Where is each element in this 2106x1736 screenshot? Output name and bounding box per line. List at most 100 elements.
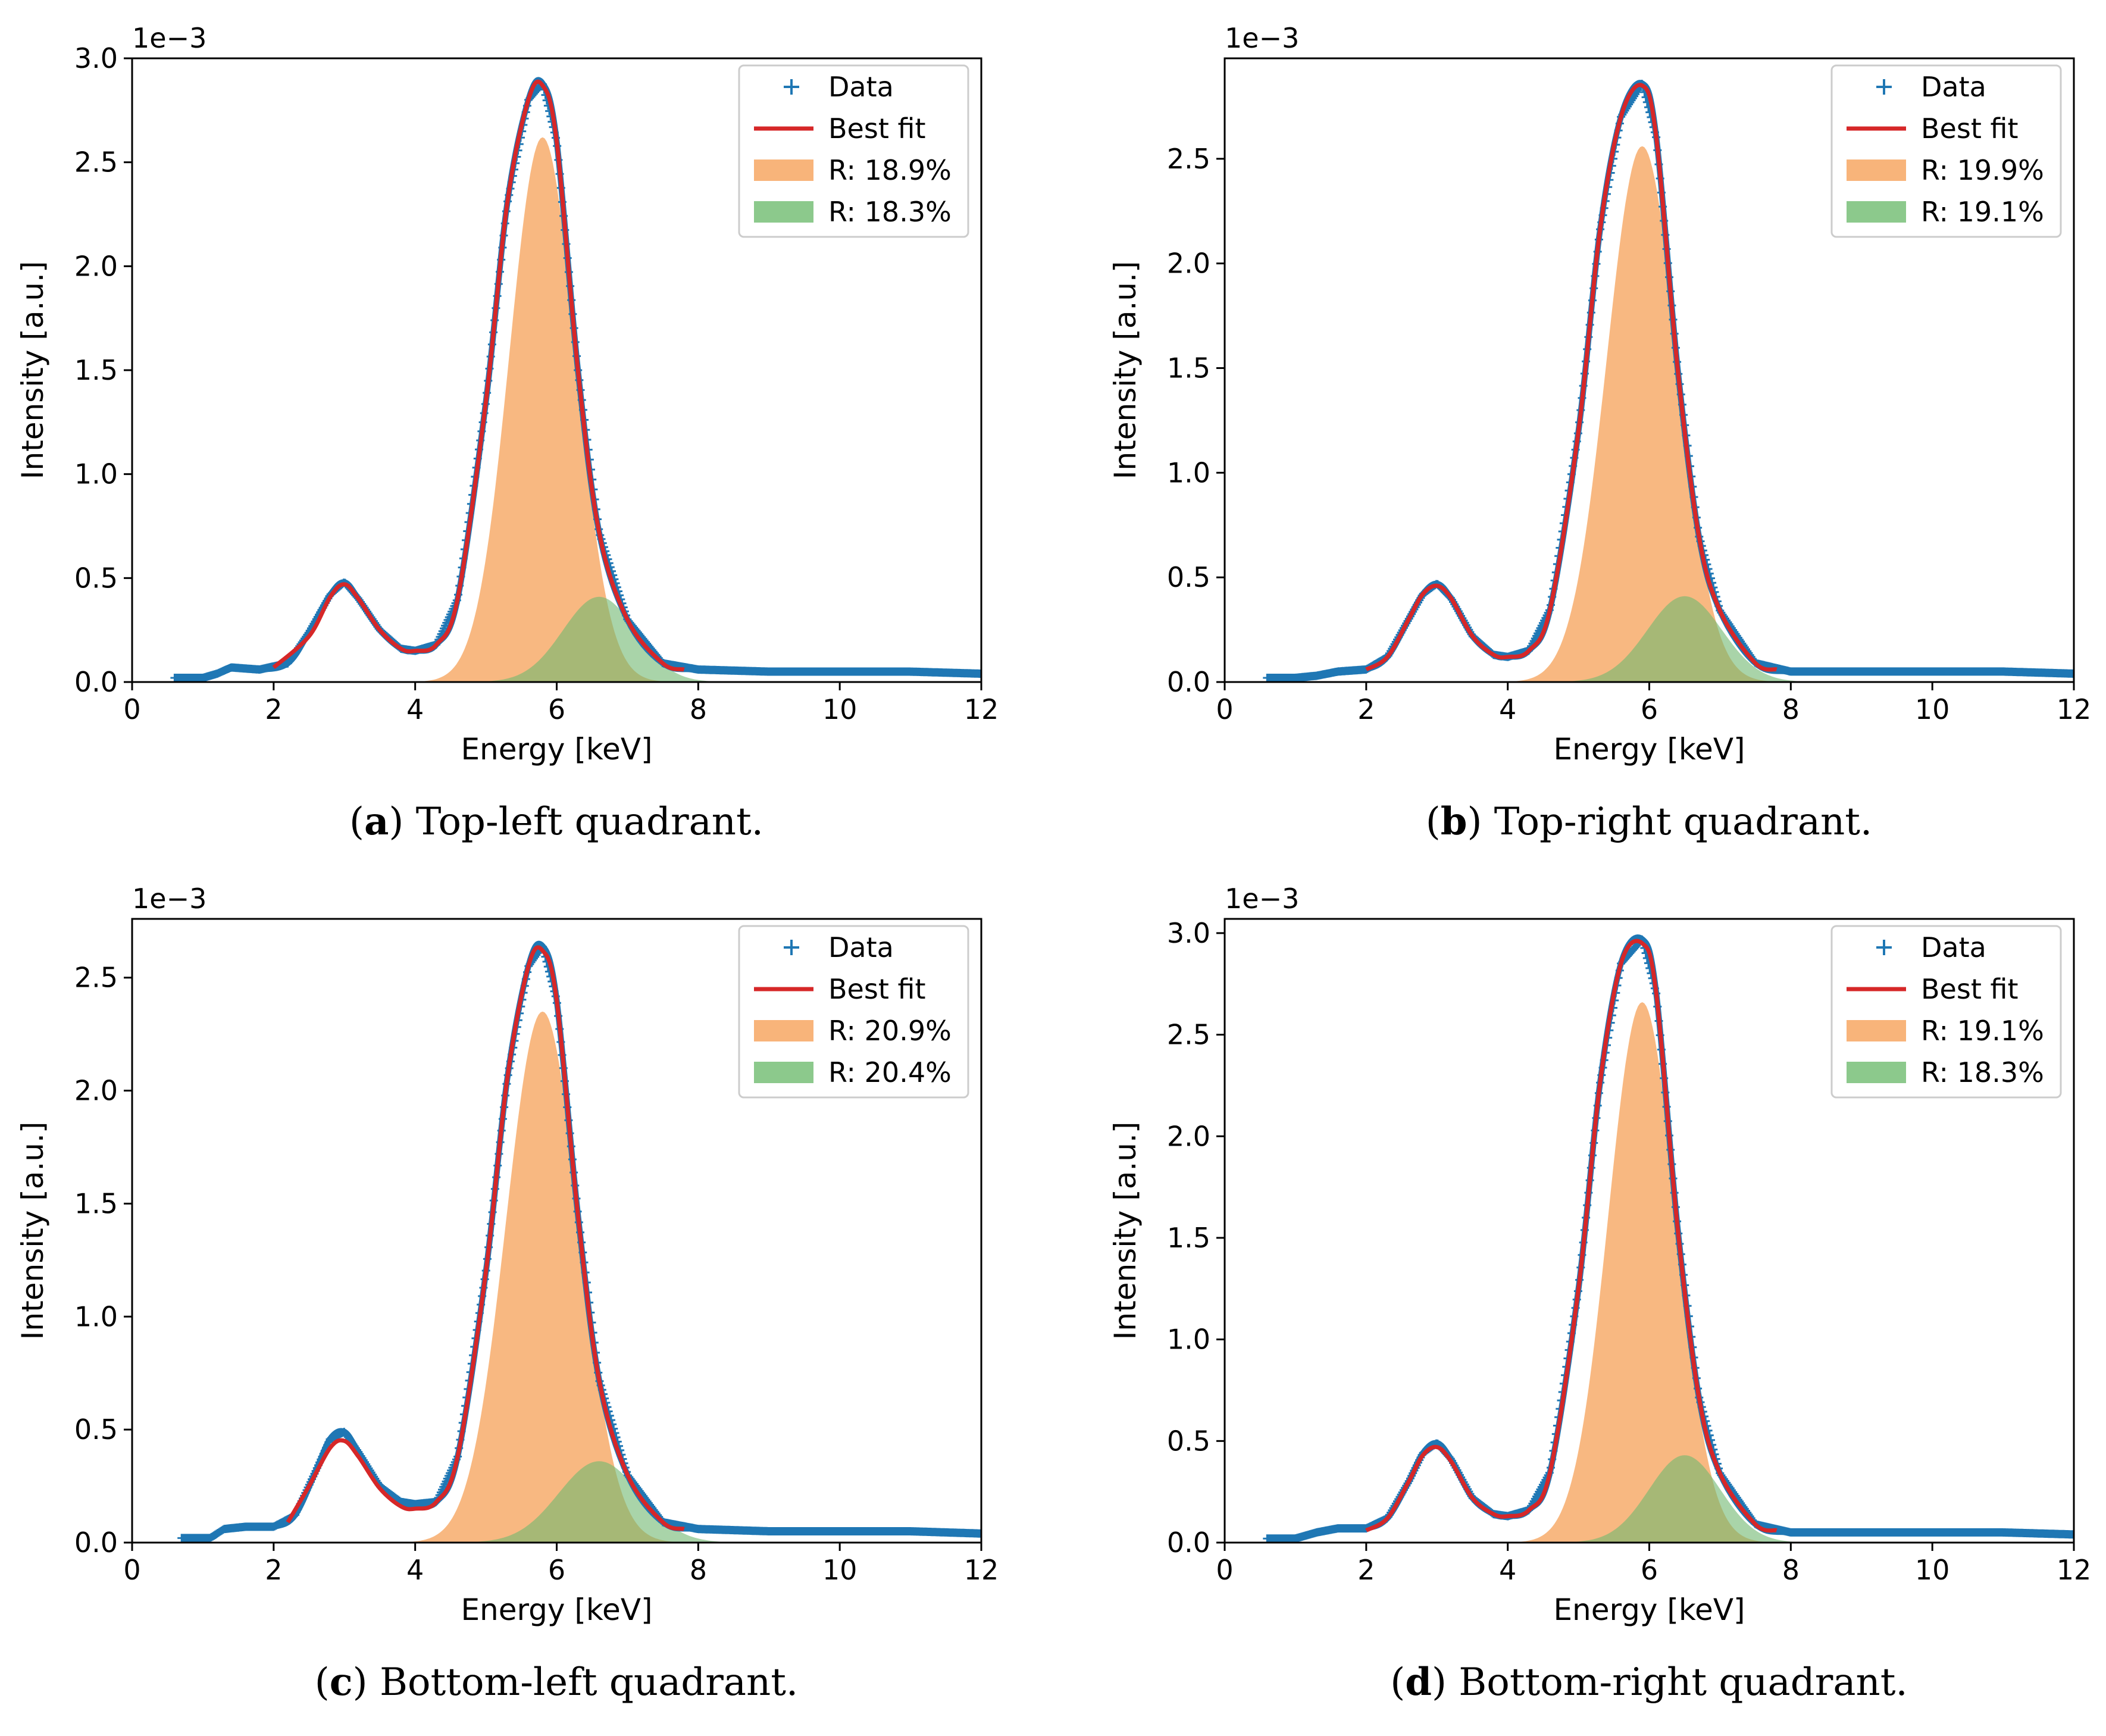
figure-caption: (c) Bottom-left quadrant. [315, 1660, 799, 1704]
legend-data-marker [784, 79, 799, 95]
legend-label-data: Data [1921, 931, 1986, 964]
caption-text: ) Bottom-right quadrant. [1432, 1660, 1908, 1704]
legend-label-comp1: R: 19.9% [1921, 154, 2044, 186]
x-tick-label: 6 [1641, 693, 1658, 725]
legend-label-data: Data [1921, 71, 1986, 103]
legend-box [1830, 925, 2062, 1099]
chart-panel-b: 0 2 4 6 8 10 12 0.0 0.5 1.0 1.5 2.0 2.5 1e−3 Energy [k… [1108, 22, 2091, 844]
best-fit-line [286, 945, 685, 1531]
chart-panel-a: 0 2 4 6 8 10 12 0.0 0.5 1.0 1.5 2.0 2.5 3.0 1e−3 Energy… [15, 22, 999, 844]
y-tick-label: 0.5 [74, 562, 118, 594]
caption-text: ) Top-left quadrant. [389, 800, 763, 844]
caption-letter: a [364, 799, 389, 844]
plot-area [1263, 934, 2074, 1543]
y-tick-label: 0.5 [1167, 1425, 1210, 1457]
legend-label-comp2: R: 18.3% [1921, 1056, 2044, 1088]
x-tick-label: 8 [690, 693, 707, 725]
component-2-area [1500, 1455, 1869, 1543]
plot-area [177, 940, 981, 1543]
y-tick-label: 1.5 [74, 1187, 118, 1219]
x-tick-label: 0 [1216, 693, 1233, 725]
legend-data-marker [1876, 79, 1892, 95]
x-tick-label: 10 [1915, 1554, 1950, 1586]
x-tick-label: 2 [1357, 693, 1375, 725]
y-tick-label: 2.5 [1167, 143, 1210, 175]
caption-letter: b [1441, 799, 1467, 844]
caption-text: ) Bottom-left quadrant. [353, 1660, 799, 1704]
x-tick-label: 6 [548, 693, 565, 725]
legend-comp2-swatch [754, 1062, 813, 1083]
y-offset-text: 1e−3 [132, 883, 206, 915]
x-tick-label: 12 [964, 1554, 999, 1586]
y-tick-label: 1.0 [74, 1300, 118, 1333]
legend-label-data: Data [828, 71, 894, 103]
x-tick-label: 12 [2057, 1554, 2092, 1586]
caption-open-paren: ( [1390, 1660, 1405, 1704]
caption-open-paren: ( [315, 1660, 330, 1704]
x-tick-label: 8 [1782, 693, 1800, 725]
y-tick-label: 0.0 [74, 666, 118, 698]
y-tick-label: 3.0 [74, 42, 118, 74]
y-axis-label: Intensity [a.u.] [15, 1122, 50, 1340]
x-tick-label: 6 [1641, 1554, 1658, 1586]
legend-data-marker [1876, 940, 1892, 955]
y-tick-label: 2.5 [74, 962, 118, 994]
chart-panel-d: 0 2 4 6 8 10 12 0.0 0.5 1.0 1.5 2.0 2.5 3.0 1e−3 Energy… [1108, 883, 2091, 1704]
x-tick-label: 2 [1357, 1554, 1375, 1586]
legend-label-fit: Best fit [1921, 112, 2019, 145]
plot-area [170, 77, 981, 682]
legend-box [738, 925, 969, 1099]
x-tick-label: 6 [548, 1554, 565, 1586]
x-tick-label: 2 [265, 1554, 282, 1586]
best-fit-line [272, 79, 685, 672]
y-tick-label: 2.0 [1167, 1120, 1210, 1152]
y-offset-text: 1e−3 [1225, 883, 1299, 915]
x-tick-label: 4 [1499, 693, 1516, 725]
x-tick-label: 4 [1499, 1554, 1516, 1586]
caption-letter: c [330, 1660, 353, 1704]
y-tick-label: 2.0 [74, 1075, 118, 1107]
legend-label-fit: Best fit [1921, 973, 2019, 1005]
x-tick-label: 8 [1782, 1554, 1800, 1586]
component-1-area [378, 137, 707, 682]
legend-label-comp1: R: 20.9% [828, 1015, 952, 1047]
x-axis-label: Energy [keV] [1553, 732, 1745, 767]
component-1-area [378, 1011, 707, 1543]
y-tick-label: 0.5 [1167, 561, 1210, 593]
y-tick-label: 3.0 [1167, 917, 1210, 949]
component-2-area [412, 1461, 786, 1543]
x-tick-label: 4 [406, 693, 424, 725]
component-1-area [1475, 1002, 1810, 1543]
caption-text: ) Top-right quadrant. [1467, 800, 1872, 844]
y-tick-label: 2.5 [1167, 1019, 1210, 1051]
x-tick-label: 10 [822, 1554, 858, 1586]
legend-label-comp2: R: 20.4% [828, 1056, 952, 1088]
x-tick-label: 0 [123, 1554, 140, 1586]
y-axis-label: Intensity [a.u.] [15, 261, 50, 480]
y-offset-text: 1e−3 [1225, 22, 1299, 54]
y-tick-label: 1.5 [74, 354, 118, 386]
x-axis-label: Energy [keV] [461, 732, 652, 767]
figure-caption: (b) Top-right quadrant. [1426, 799, 1873, 844]
y-tick-label: 2.5 [74, 146, 118, 179]
legend-label-comp2: R: 19.1% [1921, 196, 2044, 228]
y-tick-label: 0.0 [1167, 666, 1210, 698]
best-fit-line [1365, 83, 1778, 672]
plot-area [1263, 80, 2074, 682]
legend-comp2-swatch [1847, 201, 1906, 223]
x-tick-label: 12 [2057, 693, 2092, 725]
x-axis-label: Energy [keV] [1553, 1593, 1745, 1627]
best-fit-line [1365, 939, 1778, 1533]
legend-label-fit: Best fit [828, 973, 926, 1005]
legend-data-marker [784, 940, 799, 955]
x-tick-label: 12 [964, 693, 999, 725]
y-tick-label: 0.0 [74, 1527, 118, 1559]
legend-comp1-swatch [754, 159, 813, 181]
legend-label-comp1: R: 19.1% [1921, 1015, 2044, 1047]
legend-box [1830, 64, 2062, 238]
legend-comp1-swatch [1847, 1020, 1906, 1041]
y-offset-text: 1e−3 [132, 22, 206, 54]
y-tick-label: 0.0 [1167, 1527, 1210, 1559]
y-tick-label: 2.0 [74, 250, 118, 282]
